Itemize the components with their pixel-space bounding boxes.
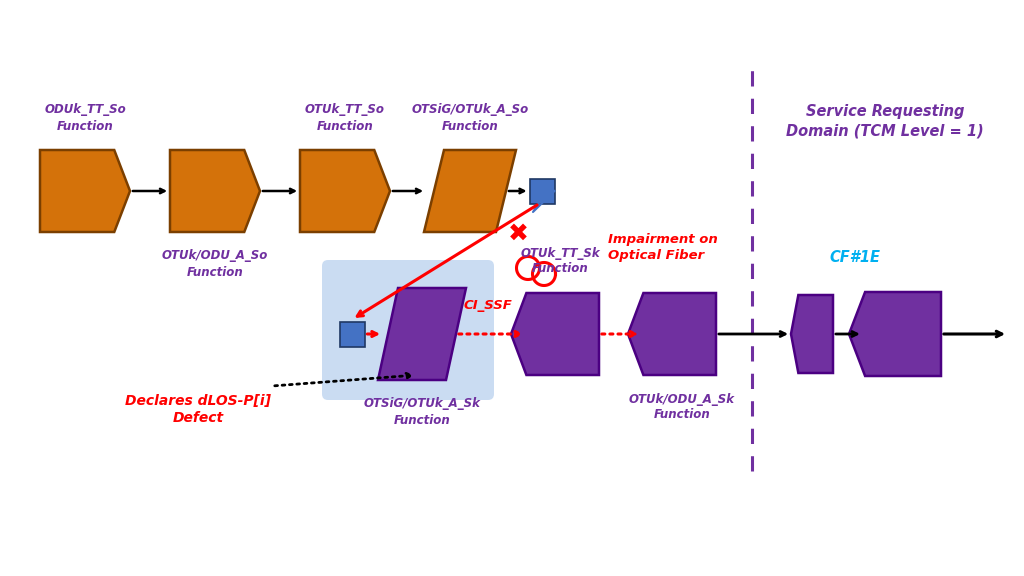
Text: OTSiG/OTUk_A_So
Function: OTSiG/OTUk_A_So Function: [412, 104, 528, 132]
Polygon shape: [40, 150, 130, 232]
Text: CI_SSF: CI_SSF: [464, 299, 512, 312]
Text: Impairment on
Optical Fiber: Impairment on Optical Fiber: [608, 233, 718, 263]
Text: Service Requesting
Domain (TCM Level = 1): Service Requesting Domain (TCM Level = 1…: [786, 104, 984, 138]
Polygon shape: [511, 293, 599, 375]
Text: OTUk_TT_Sk
Function: OTUk_TT_Sk Function: [520, 247, 600, 275]
Bar: [529, 179, 555, 203]
Text: OTUk_TT_So
Function: OTUk_TT_So Function: [305, 104, 385, 132]
Bar: [340, 321, 365, 347]
Polygon shape: [849, 292, 941, 376]
Polygon shape: [424, 150, 516, 232]
Text: ✖: ✖: [508, 222, 528, 246]
Text: OTSiG/OTUk_A_Sk
Function: OTSiG/OTUk_A_Sk Function: [364, 397, 480, 426]
Polygon shape: [378, 288, 466, 380]
Text: CF#1E: CF#1E: [829, 249, 881, 264]
Polygon shape: [300, 150, 390, 232]
Polygon shape: [791, 295, 833, 373]
Text: OTUk/ODU_A_Sk
Function: OTUk/ODU_A_Sk Function: [629, 392, 735, 422]
Text: Declares dLOS-P[i]
Defect: Declares dLOS-P[i] Defect: [125, 394, 271, 425]
Text: OTUk/ODU_A_So
Function: OTUk/ODU_A_So Function: [162, 249, 268, 279]
Polygon shape: [170, 150, 260, 232]
Text: ODUk_TT_So
Function: ODUk_TT_So Function: [44, 104, 126, 132]
FancyBboxPatch shape: [322, 260, 494, 400]
Polygon shape: [628, 293, 716, 375]
